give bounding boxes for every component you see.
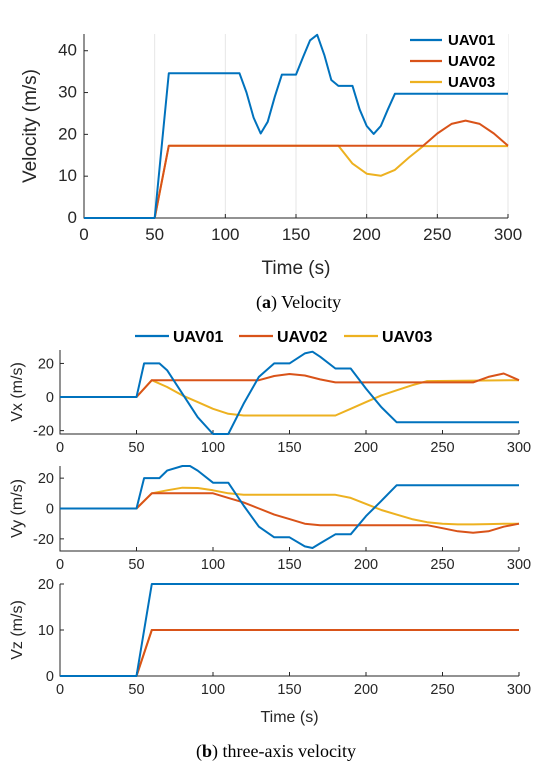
y-tick-label: 20 xyxy=(38,471,54,487)
x-tick-label: 250 xyxy=(430,682,454,698)
x-tick-label: 250 xyxy=(423,225,451,244)
legend-label: UAV03 xyxy=(448,74,495,91)
series-line-uav01 xyxy=(60,583,519,677)
x-tick-label: 200 xyxy=(354,440,378,456)
series-line-uav02 xyxy=(84,119,509,219)
x-tick-label: 150 xyxy=(277,682,301,698)
series-line-uav02 xyxy=(60,372,520,398)
x-tick-label: 300 xyxy=(507,557,531,573)
legend-label: UAV02 xyxy=(277,329,327,346)
legend-label: UAV01 xyxy=(448,32,495,49)
x-axis-label: Time (s) xyxy=(262,258,331,279)
x-tick-label: 0 xyxy=(56,440,64,456)
legend-three-axis: UAV01 UAV02 UAV03 xyxy=(135,329,432,346)
series-line-uav03 xyxy=(60,629,519,677)
x-tick-label: 50 xyxy=(128,682,144,698)
series-line-uav03 xyxy=(60,379,520,417)
x-tick-label: 50 xyxy=(145,225,164,244)
y-axis-label: Vy (m/s) xyxy=(9,479,26,538)
x-tick-label: 50 xyxy=(128,557,144,573)
legend-label: UAV01 xyxy=(173,329,223,346)
x-tick-label: 150 xyxy=(277,557,301,573)
series-line-uav02 xyxy=(60,492,520,534)
x-tick-label: 200 xyxy=(352,225,380,244)
y-tick-label: -20 xyxy=(33,532,54,548)
caption-b: (b) three-axis velocity xyxy=(196,741,356,762)
x-tick-label: 100 xyxy=(211,225,239,244)
x-tick-label: 100 xyxy=(201,440,225,456)
caption-a-letter: a xyxy=(262,292,271,312)
caption-a: (a) Velocity xyxy=(256,292,341,313)
x-tick-label: 300 xyxy=(507,682,531,698)
y-tick-label: 20 xyxy=(38,356,54,372)
x-tick-label: 200 xyxy=(354,682,378,698)
series-line-uav03 xyxy=(60,486,520,526)
y-tick-label: 0 xyxy=(68,208,77,227)
legend-velocity: UAV01 UAV02 UAV03 xyxy=(404,30,508,91)
y-tick-label: 40 xyxy=(58,41,77,60)
caption-b-text: three-axis velocity xyxy=(223,741,356,761)
x-tick-label: 300 xyxy=(507,440,531,456)
caption-a-text: Velocity xyxy=(281,292,341,312)
x-axis-label: Time (s) xyxy=(260,709,318,726)
y-tick-label: 10 xyxy=(58,166,77,185)
x-tick-label: 0 xyxy=(79,225,88,244)
y-axis-label: Velocity (m/s) xyxy=(20,69,41,183)
legend-label: UAV02 xyxy=(448,53,495,70)
series-line-uav01 xyxy=(60,465,519,549)
caption-b-letter: b xyxy=(202,741,212,761)
x-tick-label: 250 xyxy=(430,440,454,456)
y-axis-label: Vz (m/s) xyxy=(9,600,26,660)
x-tick-label: 0 xyxy=(56,557,64,573)
chart-vz: 0 50 100 150 200 250 300 0 10 20 Vz (m/s) Time (s) xyxy=(9,577,531,726)
x-tick-label: 50 xyxy=(128,440,144,456)
y-tick-label: 0 xyxy=(46,390,54,406)
x-tick-label: 100 xyxy=(201,557,225,573)
y-tick-label: 30 xyxy=(58,83,77,102)
x-tick-label: 150 xyxy=(282,225,310,244)
x-tick-label: 150 xyxy=(277,440,301,456)
x-tick-label: 200 xyxy=(354,557,378,573)
x-tick-label: 0 xyxy=(56,682,64,698)
x-tick-label: 250 xyxy=(430,557,454,573)
legend-label: UAV03 xyxy=(382,329,432,346)
y-tick-label: 20 xyxy=(38,577,54,593)
y-tick-label: 0 xyxy=(46,669,54,685)
y-tick-label: 0 xyxy=(46,502,54,518)
x-tick-label: 300 xyxy=(494,225,522,244)
y-tick-label: 20 xyxy=(58,124,77,143)
y-tick-label: -20 xyxy=(33,424,54,440)
series-line-uav02 xyxy=(60,629,519,677)
series-line-uav01 xyxy=(60,350,519,435)
series-line-uav01 xyxy=(84,33,508,219)
y-axis-label: Vx (m/s) xyxy=(9,362,26,422)
y-tick-label: 10 xyxy=(38,623,54,639)
x-tick-label: 100 xyxy=(201,682,225,698)
